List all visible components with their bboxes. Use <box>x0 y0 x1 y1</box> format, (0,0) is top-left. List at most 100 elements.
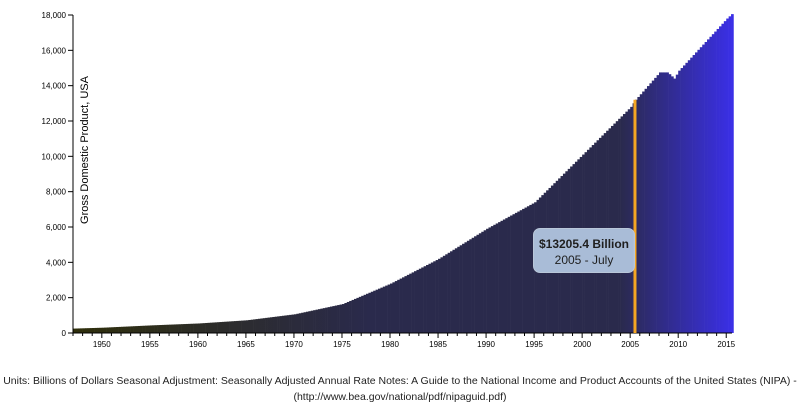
gdp-bar[interactable] <box>193 323 196 333</box>
gdp-bar[interactable] <box>85 328 88 333</box>
gdp-bar[interactable] <box>490 226 494 333</box>
gdp-bar[interactable] <box>329 306 333 333</box>
gdp-bar[interactable] <box>644 88 648 333</box>
gdp-bar[interactable] <box>670 76 674 334</box>
gdp-bar[interactable] <box>704 41 708 333</box>
gdp-bar[interactable] <box>183 324 187 333</box>
gdp-bar[interactable] <box>642 91 645 333</box>
gdp-bar[interactable] <box>212 322 215 333</box>
gdp-bar[interactable] <box>200 323 203 333</box>
gdp-bar[interactable] <box>238 320 242 333</box>
gdp-bar[interactable] <box>334 305 338 333</box>
gdp-bar[interactable] <box>130 326 134 333</box>
gdp-bar[interactable] <box>327 307 331 333</box>
gdp-bar[interactable] <box>207 322 211 333</box>
gdp-bar[interactable] <box>231 321 235 333</box>
gdp-bar[interactable] <box>637 96 641 334</box>
gdp-bar[interactable] <box>517 211 520 333</box>
gdp-bar[interactable] <box>382 286 386 333</box>
gdp-bar[interactable] <box>87 328 91 333</box>
gdp-bar[interactable] <box>142 325 146 333</box>
gdp-bar[interactable] <box>707 39 710 333</box>
gdp-bar[interactable] <box>154 325 158 333</box>
gdp-bar[interactable] <box>495 223 499 333</box>
gdp-bar[interactable] <box>80 328 83 333</box>
gdp-bar[interactable] <box>466 240 470 333</box>
gdp-bar[interactable] <box>293 314 297 333</box>
gdp-bar[interactable] <box>471 237 475 333</box>
gdp-bar[interactable] <box>298 313 302 333</box>
gdp-bar[interactable] <box>426 264 429 333</box>
gdp-bar[interactable] <box>265 317 268 333</box>
gdp-bar[interactable] <box>428 263 432 333</box>
gdp-bar[interactable] <box>464 242 468 333</box>
gdp-bar[interactable] <box>262 318 266 333</box>
gdp-bar[interactable] <box>317 309 321 333</box>
gdp-bar[interactable] <box>649 83 653 333</box>
gdp-bar[interactable] <box>654 77 657 333</box>
gdp-bar[interactable] <box>478 233 482 333</box>
gdp-bar[interactable] <box>226 321 230 333</box>
gdp-bar[interactable] <box>711 34 715 333</box>
gdp-bar[interactable] <box>310 310 314 333</box>
gdp-bar[interactable] <box>392 282 396 333</box>
gdp-bar[interactable] <box>121 326 124 333</box>
gdp-bar[interactable] <box>99 327 103 333</box>
gdp-bar[interactable] <box>418 268 422 333</box>
gdp-bar[interactable] <box>440 257 444 333</box>
gdp-bar[interactable] <box>430 262 434 333</box>
gdp-bar[interactable] <box>217 322 220 333</box>
gdp-bar[interactable] <box>661 72 665 334</box>
gdp-bar[interactable] <box>702 44 705 333</box>
gdp-bar[interactable] <box>714 31 717 333</box>
gdp-bar[interactable] <box>370 291 374 333</box>
gdp-bar[interactable] <box>522 208 525 333</box>
gdp-bar[interactable] <box>209 322 213 333</box>
gdp-bar[interactable] <box>514 212 518 333</box>
gdp-bar[interactable] <box>622 114 626 333</box>
gdp-bar[interactable] <box>253 319 256 333</box>
gdp-bar[interactable] <box>339 304 343 333</box>
gdp-bar[interactable] <box>109 327 112 333</box>
gdp-bar[interactable] <box>214 322 218 333</box>
gdp-bar[interactable] <box>221 321 225 333</box>
gdp-bar[interactable] <box>260 318 264 333</box>
gdp-bar[interactable] <box>159 325 163 333</box>
gdp-bar[interactable] <box>469 239 472 333</box>
gdp-bar[interactable] <box>507 216 511 333</box>
gdp-bar[interactable] <box>118 326 122 333</box>
gdp-bar[interactable] <box>699 47 703 333</box>
gdp-bar[interactable] <box>678 70 681 334</box>
gdp-bar[interactable] <box>145 325 148 333</box>
gdp-bar[interactable] <box>445 254 448 333</box>
gdp-bar[interactable] <box>94 327 98 333</box>
gdp-bar[interactable] <box>675 74 679 333</box>
gdp-bar[interactable] <box>666 72 669 334</box>
gdp-bar[interactable] <box>411 272 415 333</box>
gdp-bar[interactable] <box>322 308 326 333</box>
gdp-bar[interactable] <box>178 324 182 333</box>
gdp-bar[interactable] <box>149 325 153 333</box>
gdp-bar[interactable] <box>255 319 259 333</box>
gdp-bar[interactable] <box>303 312 307 333</box>
gdp-bar[interactable] <box>291 314 295 333</box>
gdp-bar[interactable] <box>197 323 201 333</box>
gdp-bar[interactable] <box>683 65 686 334</box>
gdp-bar[interactable] <box>380 287 384 333</box>
gdp-bar[interactable] <box>140 325 143 333</box>
gdp-bar[interactable] <box>236 320 240 333</box>
gdp-bar[interactable] <box>257 318 261 333</box>
gdp-bar[interactable] <box>358 296 362 333</box>
gdp-bar[interactable] <box>524 207 528 333</box>
gdp-bar[interactable] <box>394 281 398 333</box>
gdp-bar[interactable] <box>173 324 177 333</box>
gdp-bar[interactable] <box>452 249 456 333</box>
gdp-bar[interactable] <box>723 21 727 334</box>
gdp-bar[interactable] <box>116 327 119 333</box>
gdp-bar[interactable] <box>161 324 165 333</box>
gdp-bar[interactable] <box>296 313 300 333</box>
gdp-bar[interactable] <box>337 305 340 333</box>
gdp-bar[interactable] <box>668 74 672 333</box>
gdp-bar[interactable] <box>325 307 328 333</box>
gdp-bar[interactable] <box>459 245 463 333</box>
